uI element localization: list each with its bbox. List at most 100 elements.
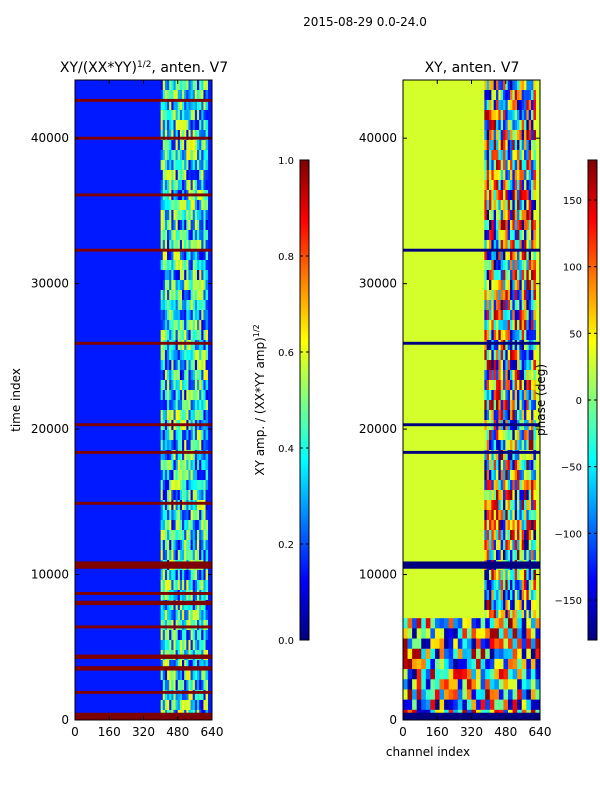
heatmap-cell <box>421 618 427 629</box>
heatmap-cell <box>521 170 525 181</box>
heatmap-cell <box>491 160 494 171</box>
heatmap-cell <box>528 230 532 241</box>
heatmap-cell <box>188 500 191 511</box>
heatmap-cell <box>182 200 185 211</box>
heatmap-cell <box>486 410 490 421</box>
heatmap-cell <box>416 699 422 711</box>
heatmap-cell <box>175 280 179 291</box>
heatmap-cell <box>175 380 179 391</box>
heatmap-cell <box>535 648 540 660</box>
heatmap-cell <box>531 350 534 361</box>
heatmap-cell <box>526 400 530 411</box>
heatmap-cell <box>498 250 501 261</box>
heatmap-cell <box>503 570 506 581</box>
heatmap-cell <box>197 470 200 481</box>
heatmap-cell <box>160 500 164 511</box>
heatmap-cell <box>512 689 518 700</box>
heatmap-cell <box>173 430 176 441</box>
heatmap-cell <box>190 610 194 621</box>
heatmap-cell <box>199 390 202 401</box>
heatmap-cell <box>496 500 499 511</box>
heatmap-cell <box>167 580 170 591</box>
heatmap-cell <box>430 618 436 629</box>
heatmap-cell <box>498 350 501 361</box>
heatmap-cell <box>533 370 537 381</box>
heatmap-cell <box>192 340 196 351</box>
heatmap-cell <box>491 400 494 411</box>
heatmap-cell <box>489 300 492 311</box>
heatmap-cell <box>526 600 530 611</box>
heatmap-cell <box>530 689 536 700</box>
heatmap-cell <box>531 310 534 321</box>
heatmap-cell <box>205 130 209 141</box>
heatmap-cell <box>524 140 527 151</box>
heatmap-cell <box>203 400 206 411</box>
heatmap-cell <box>179 360 183 371</box>
heatmap-cell <box>171 200 174 211</box>
heatmap-cell <box>188 680 191 691</box>
heatmap-cell <box>485 628 491 639</box>
heatmap-cell <box>505 250 508 261</box>
heatmap-cell <box>517 530 520 541</box>
heatmap-cell <box>194 250 198 261</box>
heatmap-cell <box>182 390 185 401</box>
heatmap-cell <box>162 570 166 581</box>
heatmap-cell <box>514 100 518 111</box>
heatmap-cell <box>514 400 518 411</box>
heatmap-cell <box>512 580 516 591</box>
heatmap-cell <box>203 470 206 481</box>
heatmap-cell <box>526 330 530 341</box>
heatmap-cell <box>531 90 534 101</box>
heatmap-cell <box>491 380 494 391</box>
heatmap-cell <box>203 460 206 471</box>
heatmap-cell <box>184 550 187 561</box>
heatmap-cell <box>503 520 506 531</box>
heatmap-cell <box>175 670 179 681</box>
heatmap-cell <box>524 230 527 241</box>
heatmap-cell <box>162 600 166 611</box>
heatmap-cell <box>169 360 172 371</box>
heatmap-cell <box>491 150 494 161</box>
heatmap-cell <box>190 450 194 461</box>
heatmap-cell <box>512 240 516 251</box>
heatmap-cell <box>521 230 525 241</box>
heatmap-cell <box>177 280 181 291</box>
heatmap-cell <box>188 160 191 171</box>
heatmap-cell <box>491 430 494 441</box>
heatmap-cell <box>182 600 185 611</box>
heatmap-cell <box>171 480 174 491</box>
heatmap-cell <box>162 170 166 181</box>
heatmap-cell <box>519 510 523 521</box>
heatmap-cell <box>188 180 191 191</box>
heatmap-cell <box>489 170 492 181</box>
heatmap-cell <box>175 580 179 591</box>
heatmap-cell <box>186 670 189 681</box>
heatmap-cell <box>171 340 174 351</box>
heatmap-cell <box>205 330 209 341</box>
heatmap-cell <box>201 310 204 321</box>
heatmap-cell <box>407 628 413 639</box>
heatmap-cell <box>531 550 534 561</box>
heatmap-cell <box>186 210 189 221</box>
heatmap-cell <box>201 430 204 441</box>
heatmap-cell <box>521 180 525 191</box>
flagged-row <box>75 690 212 694</box>
heatmap-cell <box>179 80 183 91</box>
panel-amplitude-title: XY/(XX*YY)1/2, anten. V7 <box>60 60 228 76</box>
heatmap-cell <box>205 400 209 411</box>
heatmap-cell <box>164 600 168 611</box>
heatmap-cell <box>197 220 200 231</box>
heatmap-cell <box>173 700 176 711</box>
heatmap-cell <box>512 290 516 301</box>
heatmap-cell <box>199 240 202 251</box>
heatmap-cell <box>466 669 472 680</box>
heatmap-cell <box>453 618 459 629</box>
heatmap-cell <box>175 450 179 461</box>
heatmap-cell <box>514 230 518 241</box>
heatmap-cell <box>425 699 431 711</box>
heatmap-cell <box>199 580 202 591</box>
heatmap-cell <box>201 140 204 151</box>
heatmap-cell <box>505 400 508 411</box>
heatmap-cell <box>503 330 506 341</box>
heatmap-cell <box>521 310 525 321</box>
